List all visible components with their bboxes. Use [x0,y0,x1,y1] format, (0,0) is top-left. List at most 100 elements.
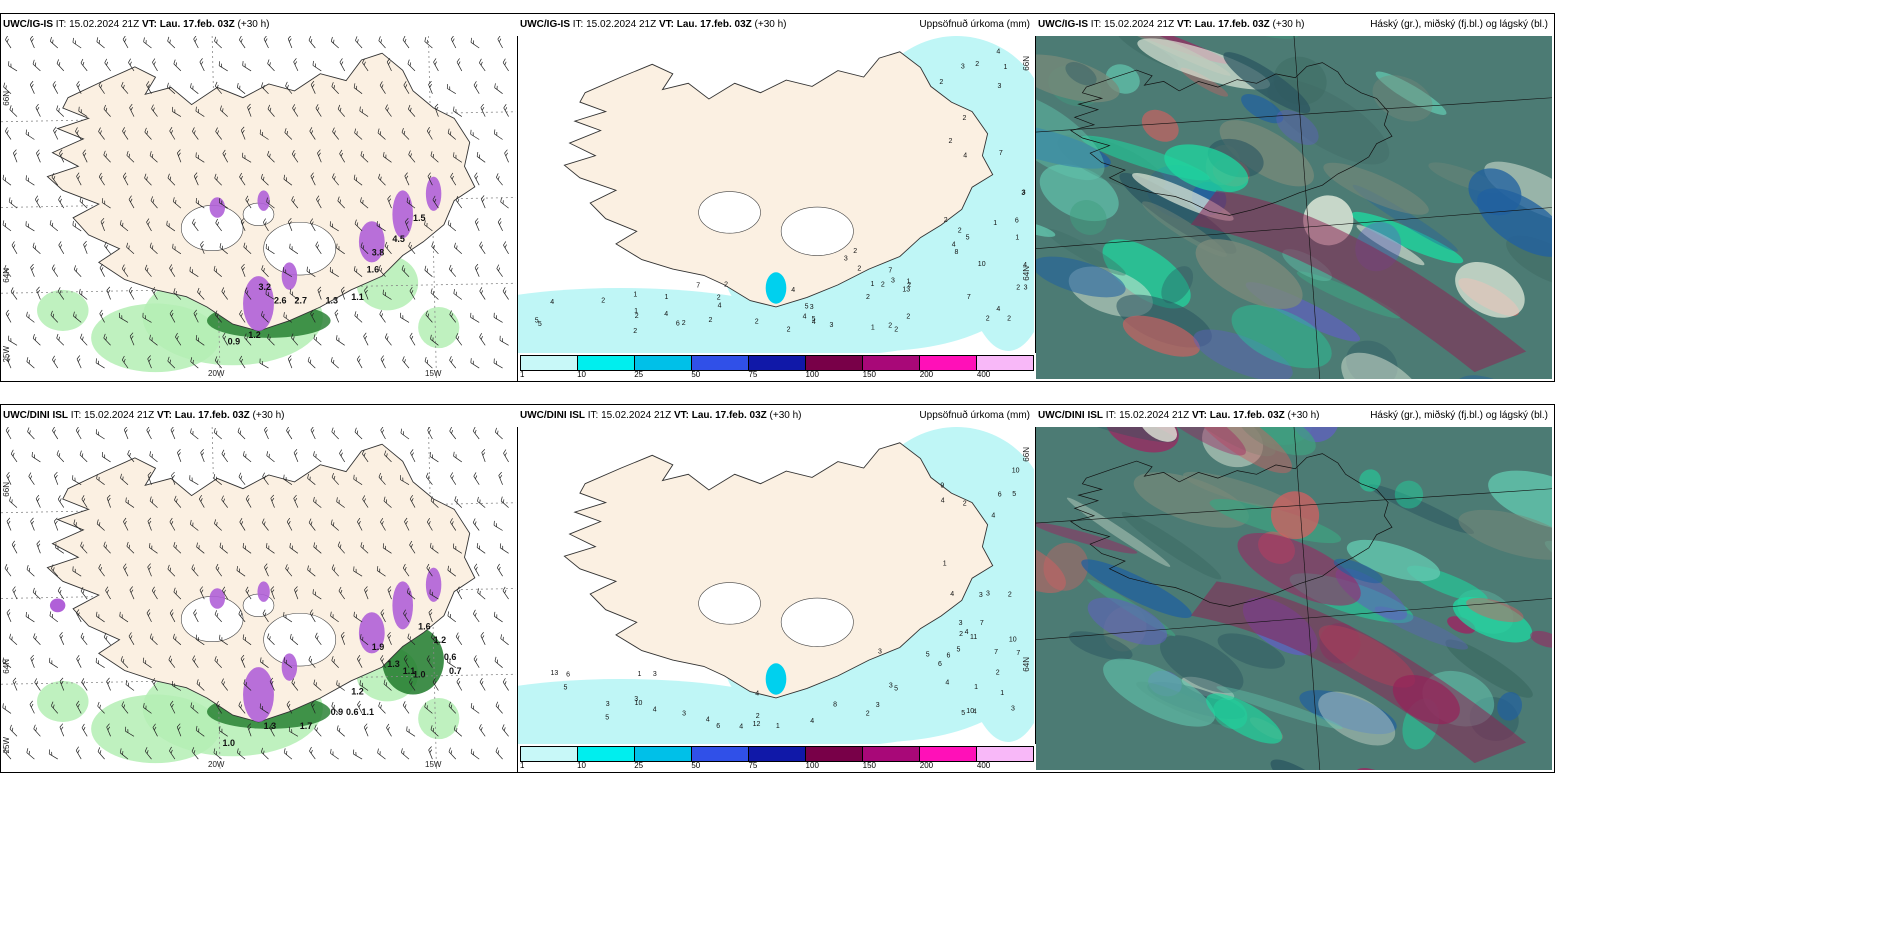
wind-barb [236,565,246,577]
wind-barb [380,517,386,531]
lat-tick-label: 66N [1022,56,1031,71]
legend-label: 150 [862,370,877,379]
wind-barb [214,610,222,623]
wind-barb [450,472,457,485]
precip-amount-label: 0.6 [444,652,457,662]
wind-barb [152,58,158,72]
wind-barb [52,355,59,369]
wind-barb [79,450,88,463]
wind-barb [126,541,135,554]
wind-barb [144,747,152,760]
wind-barb [336,680,345,691]
precip-value-label: 2 [1008,591,1012,598]
precip-value-label: 3 [653,671,657,678]
wind-barb [239,310,246,323]
wind-barb [79,288,88,300]
wind-barb [310,172,316,186]
wind-barb [167,36,176,49]
wind-barb [378,36,386,49]
wind-barb [357,655,363,668]
cloud-layer [1081,559,1192,619]
coastline-outline [1069,453,1393,607]
precip-value-label: 5 [538,321,542,328]
wind-barb [283,611,293,623]
precip-value-label: 5 [926,651,930,658]
wind-barb [35,494,41,508]
wind-barb [259,703,269,714]
wind-barb [10,449,18,463]
wind-barb [11,540,18,554]
wind-barb [2,703,12,714]
legend-swatch [635,747,692,761]
wind-barb [239,355,246,369]
precip-amount-label: 0.6 [346,707,359,717]
wind-barb [95,429,105,440]
wind-barb [219,105,228,117]
precip-amount-label: 1.1 [403,666,416,676]
wind-barb [149,151,158,163]
cloud-layer [1299,690,1397,735]
wind-barb [402,356,410,369]
field-title: Uppsöfnuð úrkoma (mm) [919,19,1030,30]
wind-barb [430,151,439,163]
panel-header: UWC/IG-IS IT: 15.02.2024 21Z VT: Lau. 17… [1,14,518,36]
precip-value-label: 2 [939,79,943,86]
wind-barb [195,335,205,346]
cloud-layer [1036,54,1120,103]
wind-barb [214,310,222,323]
legend-swatch [521,747,578,761]
wind-barb [360,197,369,209]
wind-barb [128,286,135,300]
wind-barb [336,243,345,255]
cloud-layer [1270,491,1320,540]
wind-barb [121,81,129,94]
wind-barb [409,286,416,300]
wind-barb [197,287,205,300]
precip-value-label: 4 [965,629,969,636]
wind-barb [190,702,199,714]
precip-value-label: 6 [947,653,951,660]
wind-barb [282,267,293,278]
precip-value-label: 2 [755,318,759,325]
map-canvas: 4253263222122424315342224253104781112213… [518,36,1034,379]
map-area: 4 2 5 3 2 6 3 2 2 2 1 2 2 4 2 4 3 1 5 3 4 2 2 2 4 2 5 3 10 4 7 8 1 1 1 2 2 13… [518,36,1036,381]
wind-barb [479,724,486,737]
wind-barb [409,494,416,508]
wind-barb [424,220,433,232]
precip-value-label: 5 [894,685,898,692]
wind-barb [362,58,369,72]
wind-barb [426,563,433,577]
wind-barb [284,128,293,140]
precip-value-label: 5 [805,304,809,311]
wind-barb [128,632,135,645]
precip-value-label: 13 [551,670,559,677]
cloud-layer [1488,470,1552,531]
wind-barb [29,80,35,94]
precip-amount-label: 0.9 [331,707,344,717]
wind-barb [380,355,386,369]
wind-barb [477,588,486,600]
wind-barb [190,357,199,369]
precip-amount-label: 3.2 [259,282,272,292]
precip-amount-label: 1.0 [413,669,426,679]
wind-barb [291,333,299,346]
wind-barb [96,611,105,623]
wind-barb [122,36,129,49]
legend-swatch [578,356,635,370]
wind-barb [331,82,339,94]
wind-barb [379,310,386,323]
precip-value-label: 5 [957,647,961,654]
wind-barb [502,58,509,72]
wind-barb [72,220,82,232]
wind-barb [449,427,457,440]
wind-barb [260,311,269,323]
wind-barb [59,149,65,163]
wind-barb [364,286,369,300]
init-time: IT: 15.02.2024 21Z [1103,410,1192,421]
cloud-layer [1065,62,1097,86]
wind-barb [493,312,503,323]
wind-barb [401,265,410,277]
wind-barb [267,633,275,646]
map-panel-wind: UWC/DINI ISL IT: 15.02.2024 21Z VT: Lau.… [0,404,519,773]
wind-barb [36,540,41,554]
